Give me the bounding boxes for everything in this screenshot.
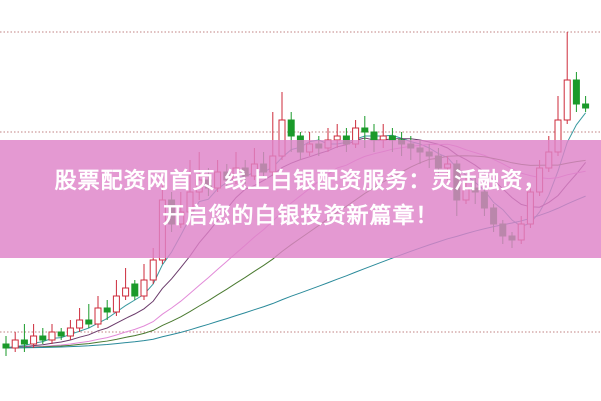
candle-body — [2, 343, 10, 349]
candle-body — [103, 307, 111, 313]
candle-body — [94, 307, 102, 325]
candle-body — [30, 335, 38, 345]
candle-body — [112, 295, 120, 313]
candle-body — [572, 79, 580, 105]
candle-body — [131, 283, 139, 297]
candle-body — [20, 339, 28, 345]
banner-title-line-1: 股票配资网首页 线上白银配资服务：灵活融资， — [54, 169, 547, 194]
candle-body — [85, 319, 93, 325]
candle-body — [48, 331, 56, 341]
candle-body — [582, 103, 590, 109]
candle-body — [39, 335, 47, 341]
candle-body — [57, 331, 65, 337]
candle-body — [66, 327, 74, 337]
banner-title-line-2: 开启您的白银投资新篇章！ — [162, 204, 439, 229]
candle-body — [563, 79, 571, 121]
candle-body — [287, 119, 295, 137]
candle-body — [122, 287, 130, 297]
title-banner: 股票配资网首页 线上白银配资服务：灵活融资， 开启您的白银投资新篇章！ — [0, 140, 601, 258]
candle-body — [76, 319, 84, 329]
candle-body — [361, 127, 369, 133]
candle-body — [370, 131, 378, 141]
candle-body — [149, 259, 157, 281]
candle-body — [140, 279, 148, 297]
candle-body — [11, 339, 19, 349]
